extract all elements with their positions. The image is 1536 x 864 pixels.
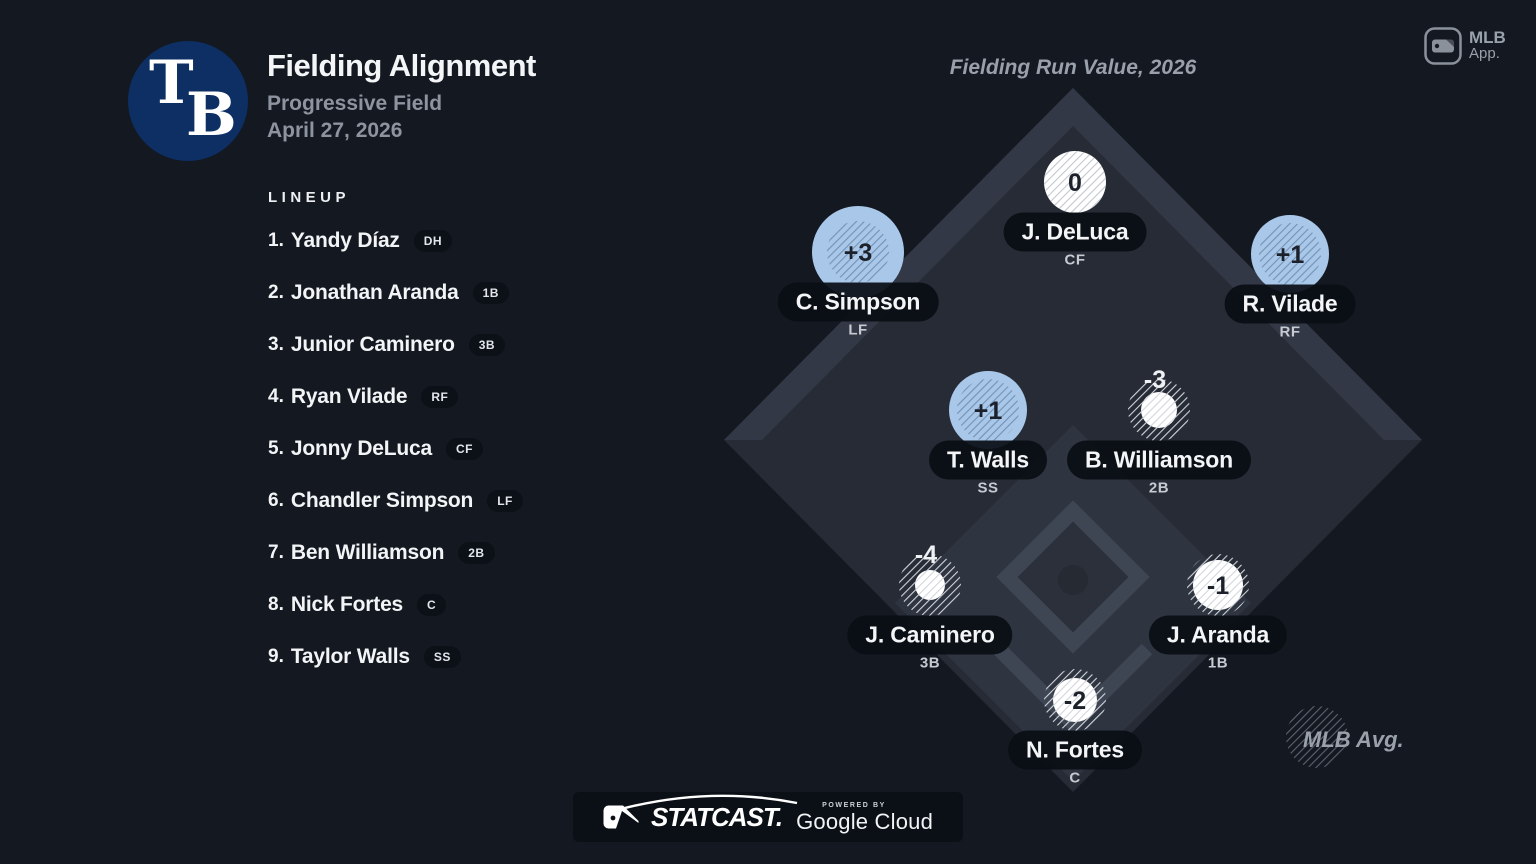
- fielder-run-value: 0: [1068, 169, 1082, 197]
- player-name: Yandy Díaz: [290, 229, 400, 252]
- fielder-marker-c: -2: [1044, 669, 1106, 731]
- pitchers-mound: [1058, 565, 1088, 595]
- venue: Progressive Field: [267, 92, 443, 115]
- mlb-app-label: MLB: [1469, 28, 1506, 47]
- batting-order: 4.: [268, 386, 284, 407]
- batting-order: 9.: [268, 646, 284, 667]
- lineup-row: 6. Chandler Simpson LF: [268, 475, 523, 527]
- fielder-run-value: -2: [1064, 687, 1086, 715]
- statcast-footer: STATCAST. POWERED BY Google Cloud: [573, 792, 963, 842]
- fielder-value-circle: [957, 379, 1019, 441]
- player-name: Junior Caminero: [290, 333, 455, 356]
- fielder-marker-cf: 0: [1044, 151, 1106, 213]
- position-badge: 3B: [468, 334, 506, 356]
- mlb-app-icon: [1424, 27, 1462, 65]
- lineup-row: 2. Jonathan Aranda 1B: [268, 267, 523, 319]
- batting-order: 8.: [268, 594, 284, 615]
- lineup-row: 1. Yandy Díaz DH: [268, 215, 523, 267]
- batting-order: 3.: [268, 334, 284, 355]
- fielder-run-value: +1: [1276, 241, 1305, 269]
- fielder-run-value: -3: [1144, 366, 1166, 394]
- fielder-run-value: -1: [1207, 572, 1229, 600]
- mlb-app-sublabel: App.: [1469, 45, 1500, 62]
- fielder-value-circle: [827, 221, 889, 283]
- statcast-wordmark: STATCAST.: [620, 794, 798, 833]
- player-name: Nick Fortes: [290, 593, 404, 616]
- lineup-row: 5. Jonny DeLuca CF: [268, 423, 523, 475]
- lineup-row: 8. Nick Fortes C: [268, 579, 523, 631]
- mlb-logo: [603, 805, 639, 829]
- google-cloud-label: Google Cloud: [796, 808, 934, 834]
- batting-order: 1.: [268, 230, 284, 251]
- position-badge: SS: [423, 646, 461, 668]
- mlb-avg-legend-label: MLB Avg.: [1303, 727, 1404, 752]
- batting-order: 5.: [268, 438, 284, 459]
- fielder-value-circle: [1044, 669, 1106, 731]
- lineup-row: 7. Ben Williamson 2B: [268, 527, 523, 579]
- fielder-marker-ss: +1: [949, 371, 1027, 449]
- lineup-row: 9. Taylor Walls SS: [268, 631, 523, 683]
- powered-by-label: POWERED BY: [822, 801, 886, 809]
- fielder-value-circle: [1187, 554, 1249, 616]
- lineup-row: 4. Ryan Vilade RF: [268, 371, 523, 423]
- fielder-value-circle: [1044, 151, 1106, 213]
- chart-title: Fielding Run Value, 2026: [949, 56, 1197, 79]
- team-logo: T B: [128, 41, 248, 161]
- position-badge: 2B: [458, 542, 495, 564]
- game-date: April 27, 2026: [267, 119, 403, 142]
- position-badge: C: [417, 594, 447, 616]
- fielder-run-value: +1: [974, 397, 1003, 425]
- player-name: Jonathan Aranda: [290, 281, 459, 304]
- mlb-avg-legend-circle: [1286, 706, 1348, 768]
- batting-order: 7.: [268, 542, 284, 563]
- fielder-value-circle: [899, 554, 961, 616]
- fielder-value-circle: [1259, 223, 1321, 285]
- player-name: Jonny DeLuca: [290, 437, 432, 460]
- fielder-run-value: +3: [844, 239, 873, 267]
- lineup-list: 1. Yandy Díaz DH 2. Jonathan Aranda 1B 3. Junio…: [268, 215, 523, 683]
- fielder-value-circle: [1128, 379, 1190, 441]
- statcast-arc: [620, 794, 798, 810]
- team-logo-letter: T: [149, 48, 194, 118]
- mlb-app-badge: MLB App.: [1424, 27, 1506, 65]
- fielder-marker-3b: -4: [899, 541, 961, 616]
- batting-order: 6.: [268, 490, 284, 511]
- fielder-marker-lf: +3: [812, 206, 904, 298]
- fielder-marker-1b: -1: [1187, 554, 1249, 616]
- fielder-marker-rf: +1: [1251, 215, 1329, 293]
- fielder-run-value: -4: [915, 541, 937, 569]
- batting-order: 2.: [268, 282, 284, 303]
- page-title: Fielding Alignment: [267, 48, 536, 83]
- player-name: Taylor Walls: [290, 645, 410, 668]
- position-badge: RF: [421, 386, 459, 408]
- fielder-marker-2b: -3: [1128, 366, 1190, 441]
- position-badge: DH: [413, 230, 453, 252]
- player-name: Chandler Simpson: [290, 489, 474, 512]
- player-name: Ryan Vilade: [290, 385, 408, 408]
- infield-basepaths: [993, 500, 1153, 734]
- position-badge: LF: [487, 490, 523, 512]
- player-name: Ben Williamson: [290, 541, 445, 564]
- lineup-heading: LINEUP: [268, 189, 351, 206]
- lineup-row: 3. Junior Caminero 3B: [268, 319, 523, 371]
- fielder-markers: +3 0 +1 +1 -3 -4 -1 -2: [812, 151, 1329, 731]
- position-badge: CF: [446, 438, 483, 460]
- position-badge: 1B: [472, 282, 509, 304]
- team-logo-letter: B: [186, 80, 237, 150]
